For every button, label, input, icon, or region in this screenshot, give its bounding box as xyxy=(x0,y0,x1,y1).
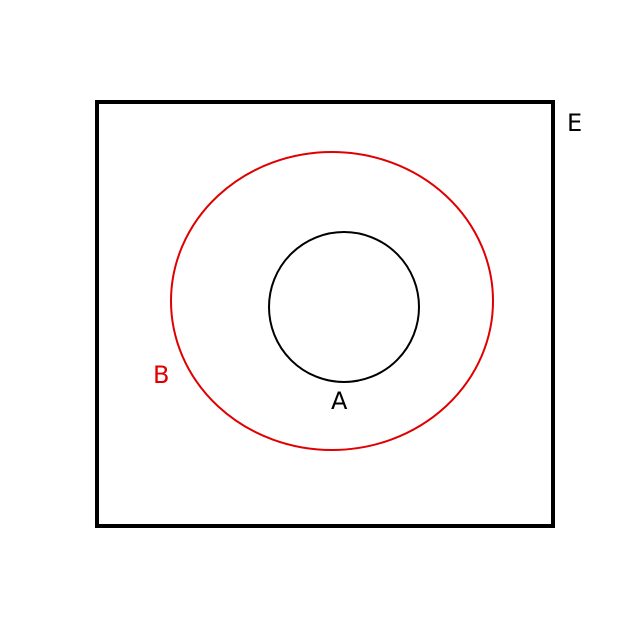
set-a-label: A xyxy=(331,387,348,415)
universal-set-rectangle xyxy=(95,100,555,528)
universal-set-label: E xyxy=(567,109,582,137)
set-b-label: B xyxy=(153,361,169,389)
set-a-circle xyxy=(268,231,420,383)
set-b-ellipse xyxy=(170,151,494,451)
